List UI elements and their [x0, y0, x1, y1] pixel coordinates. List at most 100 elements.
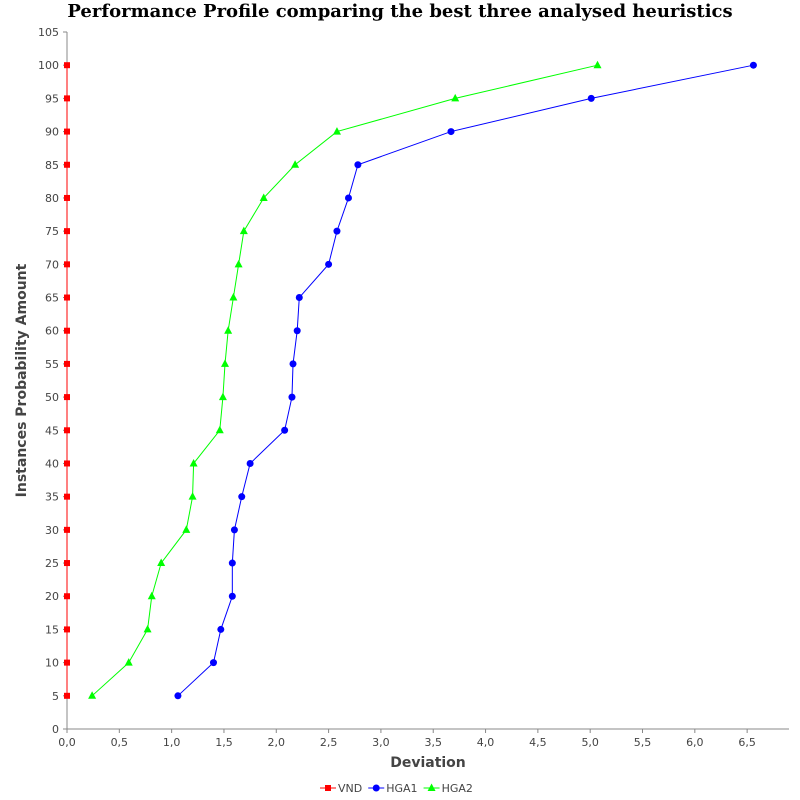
data-point-vnd [64, 659, 70, 666]
data-point-hga1 [230, 526, 238, 534]
y-tick-label: 40 [45, 457, 59, 470]
y-tick-label: 100 [38, 59, 59, 72]
plot-area: 0 5 10 15 20 25 30 35 40 45 50 55 60 65 70 75 80 85 90 95 10… [14, 26, 789, 795]
data-point-vnd [64, 460, 70, 467]
data-point-hga2 [143, 624, 152, 633]
y-tick-label: 35 [45, 491, 59, 504]
y-tick-label: 75 [45, 225, 59, 238]
data-point-hga2 [221, 359, 230, 367]
data-point-vnd [64, 526, 70, 533]
data-point-hga1 [587, 94, 595, 102]
data-point-vnd [64, 692, 70, 699]
legend-marker-hga1 [372, 784, 380, 792]
data-point-hga2 [215, 425, 224, 434]
data-point-hga1 [447, 128, 455, 136]
data-point-vnd [64, 62, 70, 69]
y-tick-label: 95 [45, 92, 59, 105]
y-tick-label: 15 [45, 623, 59, 636]
legend-label-hga1: HGA1 [386, 782, 417, 795]
y-tick-label: 60 [45, 325, 59, 338]
data-point-hga2 [291, 160, 300, 168]
data-point-hga2 [259, 193, 268, 201]
data-point-hga1 [238, 493, 246, 501]
data-point-hga2 [188, 492, 197, 500]
x-tick-label: 3,0 [372, 736, 390, 749]
data-point-hga2 [332, 127, 341, 135]
data-point-hga2 [239, 226, 248, 235]
data-point-hga2 [451, 93, 460, 102]
y-tick-label: 30 [45, 524, 59, 537]
data-point-vnd [64, 294, 70, 301]
y-tick-label: 50 [45, 391, 59, 404]
x-tick-label: 2,0 [268, 736, 286, 749]
y-tick-label: 25 [45, 557, 59, 570]
chart-title: Performance Profile comparing the best t… [67, 1, 733, 22]
series-line-hga1 [177, 64, 754, 697]
data-point-hga1 [228, 559, 236, 567]
data-point-hga2 [234, 259, 243, 268]
x-tick-label: 1,0 [163, 736, 181, 749]
data-point-hga1 [325, 260, 333, 268]
data-point-vnd [64, 560, 70, 567]
data-point-vnd [64, 228, 70, 235]
legend-label-vnd: VND [338, 782, 362, 795]
data-point-hga2 [593, 60, 602, 69]
data-point-hga2 [224, 326, 233, 334]
data-point-vnd [64, 261, 70, 268]
data-point-hga1 [333, 227, 341, 235]
data-point-hga2 [189, 458, 198, 467]
y-tick-label: 45 [45, 424, 59, 437]
data-point-vnd [64, 493, 70, 500]
data-point-hga1 [281, 426, 289, 434]
x-tick-label: 4,5 [529, 736, 547, 749]
series-line-hga2 [91, 64, 598, 697]
data-point-hga2 [182, 525, 191, 533]
data-point-vnd [64, 128, 70, 135]
x-tick-label: 5,0 [581, 736, 599, 749]
data-point-vnd [64, 360, 70, 367]
data-point-hga2 [218, 392, 227, 401]
data-point-vnd [64, 161, 70, 168]
x-tick-label: 3,5 [424, 736, 442, 749]
x-tick-label: 0,0 [58, 736, 76, 749]
y-tick-label: 20 [45, 590, 59, 603]
data-point-hga1 [289, 360, 297, 368]
data-point-vnd [64, 394, 70, 401]
x-tick-label: 0,5 [111, 736, 129, 749]
legend-marker-hga2 [427, 783, 436, 791]
data-point-hga1 [295, 294, 303, 302]
data-point-hga2 [157, 558, 166, 567]
y-tick-label: 105 [38, 26, 59, 39]
data-point-hga1 [228, 592, 236, 600]
data-point-vnd [64, 95, 70, 102]
data-point-hga2 [229, 293, 238, 301]
data-point-vnd [64, 194, 70, 201]
x-tick-label: 6,0 [686, 736, 704, 749]
legend-label-hga2: HGA2 [442, 782, 473, 795]
x-tick-label: 5,5 [634, 736, 652, 749]
y-tick-label: 0 [52, 723, 59, 736]
legend-marker-vnd [325, 785, 331, 791]
data-point-hga1 [246, 459, 254, 467]
data-point-vnd [64, 593, 70, 600]
data-point-hga2 [124, 658, 133, 666]
y-tick-label: 10 [45, 657, 59, 670]
data-point-hga1 [217, 625, 225, 633]
x-tick-label: 4,0 [477, 736, 495, 749]
data-point-hga1 [749, 61, 757, 69]
y-tick-label: 65 [45, 292, 59, 305]
data-point-vnd [64, 427, 70, 434]
data-point-vnd [64, 626, 70, 633]
y-tick-label: 80 [45, 192, 59, 205]
y-tick-label: 70 [45, 258, 59, 271]
data-point-vnd [64, 327, 70, 334]
data-point-hga1 [288, 393, 296, 401]
y-tick-label: 55 [45, 358, 59, 371]
x-tick-label: 6,5 [738, 736, 756, 749]
y-tick-label: 5 [52, 690, 59, 703]
data-point-hga2 [88, 691, 97, 699]
data-point-hga1 [209, 659, 217, 667]
data-point-hga1 [354, 161, 362, 169]
y-tick-label: 85 [45, 159, 59, 172]
